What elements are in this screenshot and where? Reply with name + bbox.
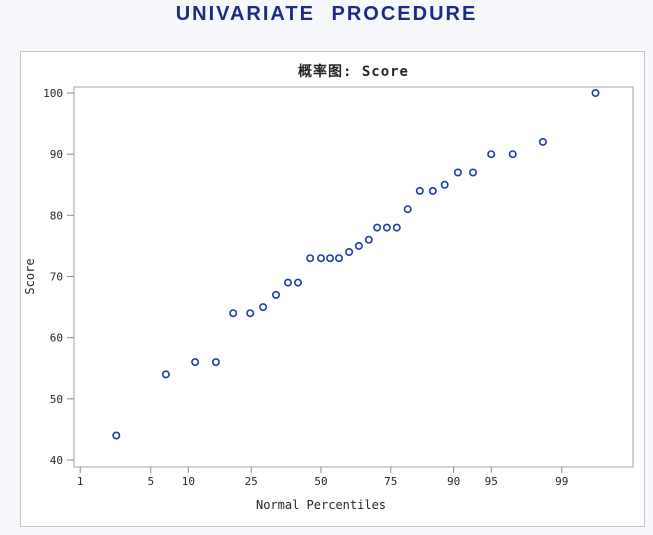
data-point (382, 223, 391, 232)
data-point (283, 278, 292, 287)
data-point (364, 235, 373, 244)
data-point (392, 223, 401, 232)
data-point (403, 205, 412, 214)
x-axis-label: Normal Percentiles (256, 498, 386, 512)
data-point (354, 241, 363, 250)
data-point (591, 88, 600, 97)
y-tick-label: 80 (50, 209, 63, 222)
y-tick-label: 100 (43, 87, 63, 100)
data-point (112, 431, 121, 440)
data-point (272, 290, 281, 299)
data-point (373, 223, 382, 232)
data-point (440, 180, 449, 189)
data-point (453, 168, 462, 177)
x-tick-label: 99 (555, 475, 568, 488)
data-point (538, 137, 547, 146)
data-point (259, 303, 268, 312)
data-point (326, 254, 335, 263)
data-point (306, 254, 315, 263)
data-point (211, 358, 220, 367)
data-point (415, 186, 424, 195)
y-tick-label: 70 (50, 271, 63, 284)
procedure-title: UNIVARIATE PROCEDURE (175, 3, 478, 25)
y-axis-label: Score (23, 258, 37, 294)
data-point (246, 309, 255, 318)
x-tick-label: 95 (485, 475, 498, 488)
x-tick-label: 5 (147, 475, 154, 488)
data-point (428, 186, 437, 195)
data-point (508, 150, 517, 159)
x-tick-label: 10 (182, 475, 195, 488)
y-tick-label: 40 (50, 454, 63, 467)
data-point (191, 358, 200, 367)
data-point (334, 254, 343, 263)
probability-plot: 概率图: Score 1 5 10 25 50 75 90 95 99 40 50 60 70 80 90 10… (23, 63, 634, 512)
plot-frame (73, 86, 634, 468)
data-point (229, 309, 238, 318)
data-point (468, 168, 477, 177)
y-tick-label: 50 (50, 393, 63, 406)
y-tick-label: 60 (50, 332, 63, 345)
x-tick-label: 1 (77, 475, 84, 488)
chart-title: 概率图: Score (298, 63, 409, 80)
x-tick-label: 25 (245, 475, 258, 488)
graph-panel: 概率图: Score 1 5 10 25 50 75 90 95 99 40 50 60 70 80 90 10… (20, 51, 645, 527)
x-tick-label: 90 (447, 475, 460, 488)
data-point (161, 370, 170, 379)
x-tick-label: 75 (384, 475, 397, 488)
y-tick-label: 90 (50, 148, 63, 161)
data-point (316, 254, 325, 263)
data-point (293, 278, 302, 287)
x-tick-label: 50 (314, 475, 327, 488)
data-point (345, 248, 354, 257)
data-point (487, 150, 496, 159)
